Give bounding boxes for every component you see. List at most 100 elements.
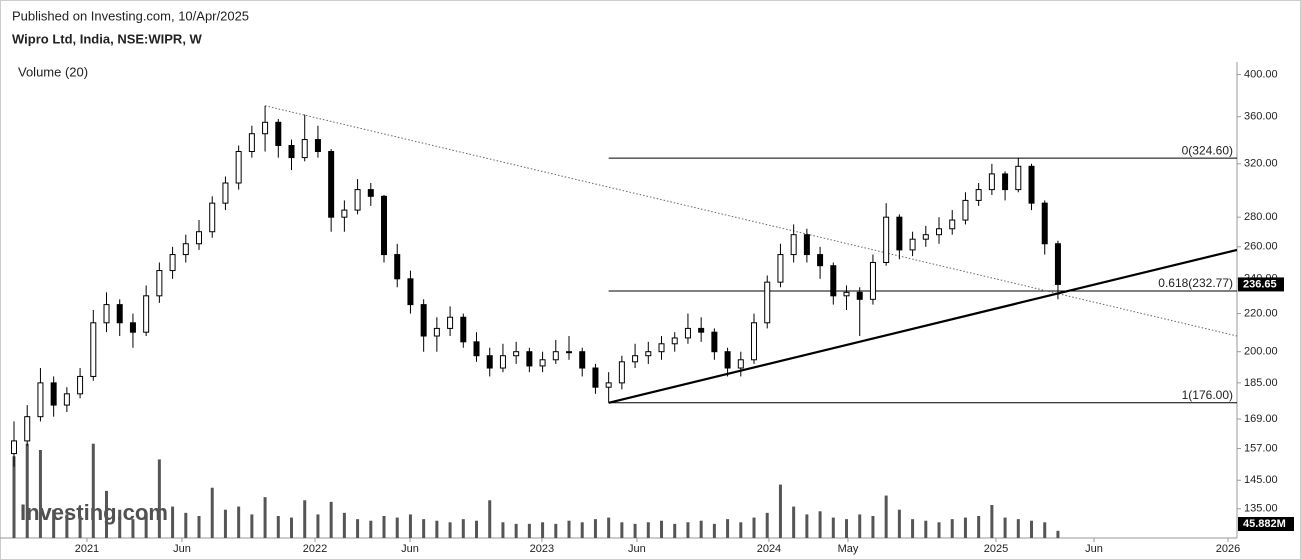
- y-tick-label: 200.00: [1244, 346, 1278, 358]
- candle-body: [103, 304, 110, 324]
- candle-body: [883, 216, 890, 263]
- candle-body: [618, 361, 625, 384]
- volume-bar: [937, 522, 941, 538]
- volume-bar: [475, 520, 479, 538]
- candle-body: [1002, 173, 1009, 191]
- volume-bar: [197, 516, 201, 538]
- candle-body: [182, 243, 189, 256]
- volume-bar: [223, 509, 227, 538]
- trendline: [608, 248, 1238, 404]
- candle-body: [579, 351, 586, 369]
- candle-body: [499, 355, 506, 369]
- y-tick-label: 157.00: [1244, 442, 1278, 454]
- volume-bar: [25, 443, 29, 538]
- candle-body: [473, 341, 480, 357]
- candle-body: [156, 270, 163, 297]
- x-tick-label: 2025: [984, 543, 1008, 555]
- volume-bar: [303, 500, 307, 538]
- candle-body: [1041, 202, 1048, 245]
- candle-body: [737, 359, 744, 369]
- volume-bar: [924, 520, 928, 538]
- volume-bar: [633, 523, 637, 538]
- volume-bar: [593, 519, 597, 538]
- volume-bar: [422, 519, 426, 538]
- volume-bar: [1003, 517, 1007, 538]
- volume-bar: [977, 516, 981, 538]
- volume-bar: [250, 514, 254, 538]
- x-tick-label: 2023: [530, 543, 554, 555]
- candle-body: [843, 291, 850, 297]
- volume-bar: [726, 519, 730, 538]
- volume-bar: [395, 517, 399, 538]
- y-tick-label: 135.00: [1244, 503, 1278, 515]
- candle-body: [328, 150, 335, 218]
- volume-bar: [408, 514, 412, 538]
- volume-bar: [514, 523, 518, 538]
- volume-bar: [276, 516, 280, 538]
- candle-body: [90, 322, 97, 377]
- candle-body: [711, 331, 718, 353]
- candle-body: [975, 189, 982, 201]
- volume-tag-label: 45.882M: [1243, 518, 1286, 530]
- volume-bar: [871, 516, 875, 538]
- price-tag: [1238, 277, 1284, 292]
- candle-body: [50, 382, 57, 406]
- volume-bar: [845, 519, 849, 538]
- volume-bar: [263, 497, 267, 538]
- volume-bar: [1043, 522, 1047, 538]
- candle-body: [684, 327, 691, 339]
- volume-bar: [963, 517, 967, 538]
- volume-bar: [554, 523, 558, 538]
- volume-bar: [316, 514, 320, 538]
- candle-body: [1054, 243, 1061, 285]
- fib-label: 0.618(232.77): [1158, 276, 1233, 290]
- candle-body: [962, 199, 969, 221]
- candle-body: [539, 359, 546, 367]
- candle-body: [605, 382, 612, 388]
- volume-bar: [105, 490, 109, 538]
- x-tick-label: Jun: [628, 543, 646, 555]
- candle-body: [196, 231, 203, 245]
- volume-bar: [118, 509, 122, 538]
- volume-bar: [382, 516, 386, 538]
- volume-bar: [818, 511, 822, 538]
- candle-body: [830, 265, 837, 297]
- volume-bar: [660, 520, 664, 538]
- price-tag-label: 236.65: [1243, 278, 1277, 290]
- volume-bar: [712, 523, 716, 538]
- volume-bar: [527, 523, 531, 538]
- candle-body: [433, 327, 440, 337]
- candle-body: [24, 416, 31, 442]
- volume-bar: [448, 522, 452, 538]
- fib-label: 1(176.00): [1182, 388, 1233, 402]
- x-tick-label: 2024: [757, 543, 781, 555]
- candle-body: [922, 234, 929, 240]
- x-tick-label: Jun: [173, 543, 191, 555]
- volume-bar: [342, 512, 346, 538]
- candle-body: [645, 351, 652, 357]
- candle-body: [354, 189, 361, 211]
- volume-bar: [567, 520, 571, 538]
- volume-bar: [435, 520, 439, 538]
- volume-bar: [144, 512, 148, 538]
- publisher: Published on Investing.com, 10/Apr/2025: [12, 8, 249, 23]
- volume-bar: [646, 522, 650, 538]
- volume-bar: [1056, 530, 1060, 538]
- candle-body: [988, 173, 995, 191]
- candle-body: [37, 382, 44, 418]
- volume-bar: [884, 495, 888, 538]
- candle-body: [77, 375, 84, 395]
- volume-bar: [329, 501, 333, 538]
- candle-body: [314, 139, 321, 152]
- y-tick-label: 145.00: [1244, 474, 1278, 486]
- volume-bar: [580, 522, 584, 538]
- chart-title: Wipro Ltd, India, NSE:WIPR, W: [12, 31, 203, 46]
- x-tick-label: Jun: [1085, 543, 1103, 555]
- candle-body: [275, 121, 282, 146]
- volume-bar: [12, 456, 16, 538]
- candle-body: [367, 189, 374, 197]
- volume-bar: [739, 522, 743, 538]
- volume-bar: [805, 514, 809, 538]
- candle-body: [301, 139, 308, 159]
- candle-body: [592, 367, 599, 388]
